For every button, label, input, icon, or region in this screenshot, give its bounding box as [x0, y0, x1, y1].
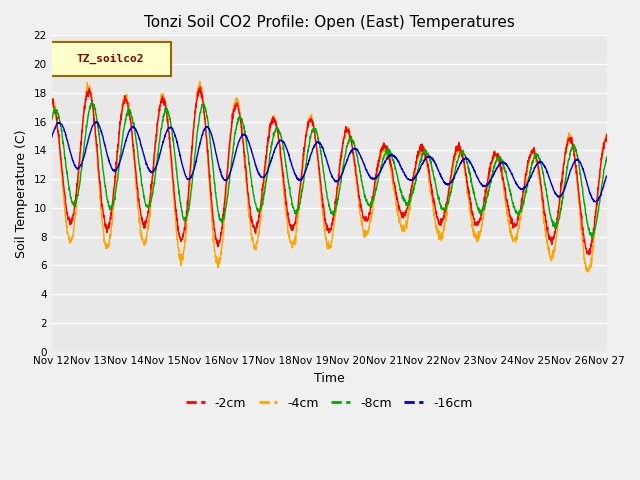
Title: Tonzi Soil CO2 Profile: Open (East) Temperatures: Tonzi Soil CO2 Profile: Open (East) Temp… — [144, 15, 515, 30]
Legend: -2cm, -4cm, -8cm, -16cm: -2cm, -4cm, -8cm, -16cm — [181, 392, 477, 415]
X-axis label: Time: Time — [314, 372, 344, 385]
FancyBboxPatch shape — [49, 42, 171, 76]
Text: TZ_soilco2: TZ_soilco2 — [76, 54, 144, 64]
Y-axis label: Soil Temperature (C): Soil Temperature (C) — [15, 129, 28, 258]
